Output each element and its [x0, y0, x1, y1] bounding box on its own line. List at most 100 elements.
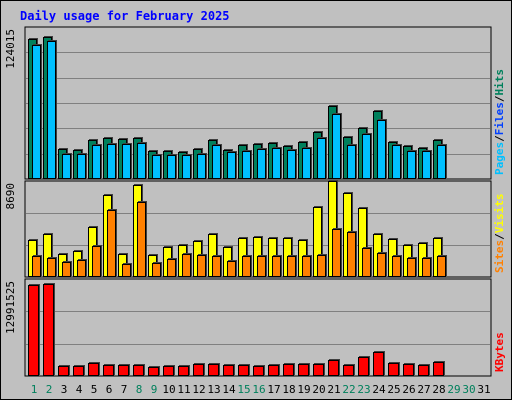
kbytes-legend-item: KBytes: [493, 332, 506, 372]
panels-layer: 124015 Pages/Files/Hits 8690 Sites/Visits 12…: [4, 26, 506, 377]
sites-bar: [122, 264, 131, 277]
kbytes-bar: [43, 284, 54, 376]
panel-kbytes-frame: [24, 278, 492, 377]
files-bar: [287, 150, 296, 179]
kbytes-bar: [163, 366, 174, 376]
files-bar: [182, 155, 191, 179]
files-bar: [77, 154, 86, 179]
kbytes-bar: [388, 363, 399, 376]
sites-bar: [422, 258, 431, 277]
day-label: 11: [177, 383, 190, 396]
visits-legend-item: Sites: [493, 240, 506, 273]
day-label: 10: [162, 383, 175, 396]
kbytes-max-label: 12991525: [4, 281, 17, 334]
day-label: 12: [192, 383, 205, 396]
sites-bar: [392, 256, 401, 277]
files-bar: [62, 154, 71, 179]
sites-bar: [272, 256, 281, 277]
sites-bar: [347, 232, 356, 277]
kbytes-legend: KBytes: [493, 332, 506, 372]
day-label: 28: [432, 383, 445, 396]
day-label: 4: [76, 383, 83, 396]
kbytes-bar: [148, 367, 159, 376]
files-bar: [32, 45, 41, 179]
files-bar: [137, 143, 146, 179]
kbytes-bar: [433, 362, 444, 376]
files-bar: [92, 145, 101, 179]
kbytes-bar: [208, 364, 219, 376]
kbytes-bar: [298, 364, 309, 376]
kbytes-bar: [268, 365, 279, 376]
sites-bar: [212, 256, 221, 277]
visits-legend-item: /: [493, 233, 506, 240]
files-bar: [197, 154, 206, 179]
kbytes-bar: [88, 363, 99, 376]
day-label: 19: [297, 383, 310, 396]
sites-bar: [107, 210, 116, 277]
files-bar: [167, 155, 176, 179]
sites-bar: [362, 248, 371, 277]
sites-bar: [287, 256, 296, 277]
kbytes-bar: [73, 366, 84, 376]
visits-legend: Sites/Visits: [493, 194, 506, 274]
hits-max-label: 124015: [4, 29, 17, 69]
sites-bar: [242, 256, 251, 277]
kbytes-bar: [313, 364, 324, 376]
day-label: 27: [417, 383, 430, 396]
sites-bar: [257, 256, 266, 277]
sites-bar: [437, 256, 446, 277]
day-label: 20: [312, 383, 325, 396]
kbytes-bar: [103, 365, 114, 376]
kbytes-bar: [133, 365, 144, 376]
kbytes-bar: [118, 365, 129, 376]
day-label: 8: [136, 383, 143, 396]
day-label: 6: [106, 383, 113, 396]
visits-max-label: 8690: [4, 183, 17, 210]
kbytes-bar: [58, 366, 69, 376]
sites-bar: [32, 256, 41, 277]
files-bar: [437, 145, 446, 179]
sites-bar: [197, 255, 206, 277]
sites-bar: [167, 259, 176, 277]
day-label: 29: [447, 383, 460, 396]
hits-legend-item: /: [493, 135, 506, 142]
day-label: 25: [387, 383, 400, 396]
sites-bar: [77, 260, 86, 277]
day-label: 7: [121, 383, 128, 396]
x-axis: 1 2 3 4 5 6 7 8 9 10 11 12 13 14 15 16 17 18 19 20 21 22 23 24 2…: [31, 383, 491, 396]
chart-title: Daily usage for February 2025: [20, 9, 230, 23]
hits-legend-item: /: [493, 95, 506, 102]
sites-bar: [407, 258, 416, 277]
day-label: 26: [402, 383, 415, 396]
files-bar: [347, 145, 356, 179]
hits-legend-item: Pages: [493, 142, 506, 175]
day-label: 3: [61, 383, 68, 396]
files-bar: [422, 151, 431, 179]
files-bar: [317, 138, 326, 179]
day-label: 5: [91, 383, 98, 396]
sites-bar: [227, 261, 236, 277]
day-label: 18: [282, 383, 295, 396]
files-bar: [152, 155, 161, 179]
day-label: 24: [372, 383, 386, 396]
sites-bar: [332, 229, 341, 277]
day-label: 9: [151, 383, 158, 396]
files-bar: [47, 41, 56, 179]
files-bar: [272, 148, 281, 179]
day-label: 2: [46, 383, 53, 396]
kbytes-bar: [28, 285, 39, 376]
files-bar: [362, 134, 371, 179]
hits-legend: Pages/Files/Hits: [493, 69, 506, 175]
sites-bar: [317, 255, 326, 277]
files-bar: [242, 151, 251, 179]
day-label: 22: [342, 383, 355, 396]
day-label: 13: [207, 383, 220, 396]
kbytes-bar: [193, 364, 204, 376]
kbytes-bar: [358, 357, 369, 376]
sites-bar: [47, 258, 56, 277]
files-bar: [302, 148, 311, 179]
files-bar: [122, 144, 131, 179]
files-bar: [227, 152, 236, 179]
